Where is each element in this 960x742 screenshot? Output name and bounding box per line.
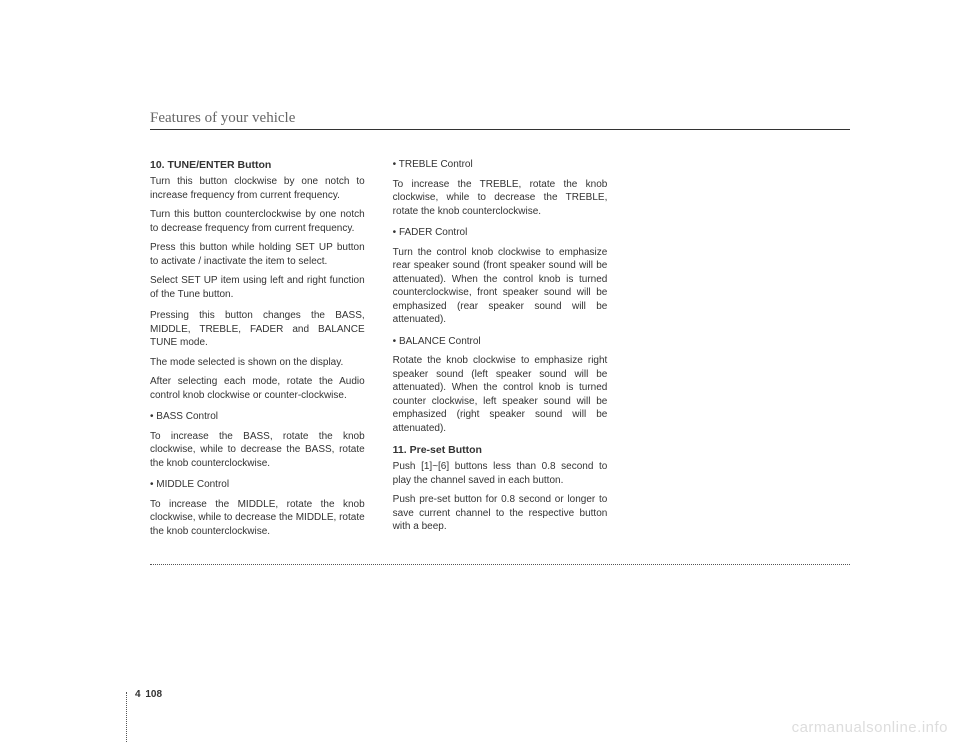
page-number-value: 108	[145, 689, 162, 700]
body-text: Push [1]~[6] buttons less than 0.8 secon…	[393, 460, 608, 487]
subheading-balance: • BALANCE Control	[393, 335, 608, 349]
body-text: Push pre-set button for 0.8 second or lo…	[393, 493, 608, 534]
watermark-text: carmanualsonline.info	[792, 719, 948, 736]
body-text: After selecting each mode, rotate the Au…	[150, 375, 365, 402]
footer-divider	[150, 564, 850, 565]
page-number: 4 108	[135, 689, 162, 700]
subheading-fader: • FADER Control	[393, 226, 608, 240]
subheading-treble: • TREBLE Control	[393, 158, 608, 172]
text-columns: 10. TUNE/ENTER Button Turn this button c…	[150, 158, 850, 544]
heading-tune-enter: 10. TUNE/ENTER Button	[150, 158, 365, 172]
section-header: Features of your vehicle	[150, 110, 850, 130]
subheading-bass: • BASS Control	[150, 410, 365, 424]
body-text: Turn the control knob clockwise to empha…	[393, 246, 608, 327]
column-middle: • TREBLE Control To increase the TREBLE,…	[393, 158, 608, 544]
subheading-middle: • MIDDLE Control	[150, 478, 365, 492]
body-text: The mode selected is shown on the displa…	[150, 356, 365, 370]
body-text: To increase the TREBLE, rotate the knob …	[393, 178, 608, 219]
body-text: To increase the MIDDLE, rotate the knob …	[150, 498, 365, 539]
body-text: Select SET UP item using left and right …	[150, 274, 365, 301]
document-page: Features of your vehicle 10. TUNE/ENTER …	[0, 0, 960, 585]
body-text: Rotate the knob clockwise to emphasize r…	[393, 354, 608, 435]
column-left: 10. TUNE/ENTER Button Turn this button c…	[150, 158, 365, 544]
body-text: To increase the BASS, rotate the knob cl…	[150, 430, 365, 471]
body-text: Turn this button clockwise by one notch …	[150, 175, 365, 202]
side-dotted-rule	[126, 692, 127, 742]
heading-preset: 11. Pre-set Button	[393, 443, 608, 457]
body-text: Pressing this button changes the BASS, M…	[150, 309, 365, 350]
body-text: Press this button while holding SET UP b…	[150, 241, 365, 268]
body-text: Turn this button counterclockwise by one…	[150, 208, 365, 235]
chapter-number: 4	[135, 689, 141, 700]
column-right	[635, 158, 850, 544]
